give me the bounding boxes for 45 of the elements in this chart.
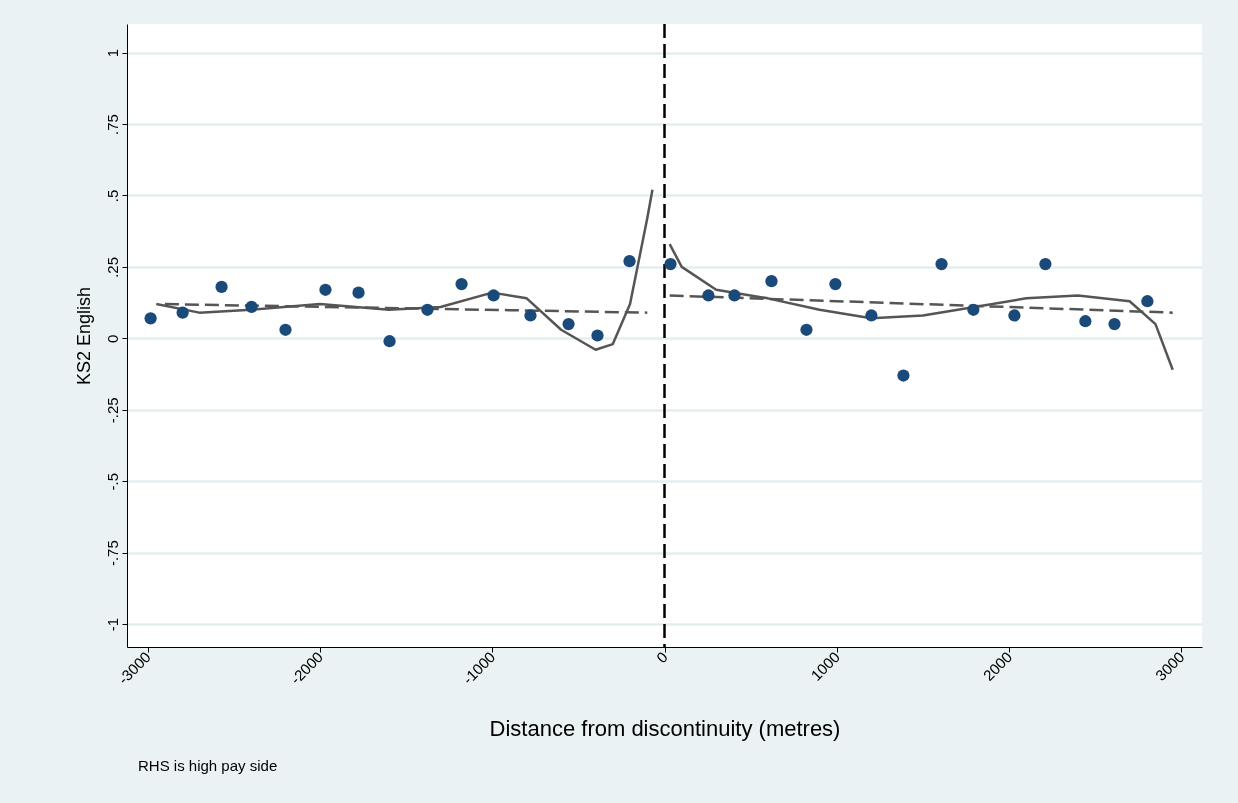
text: RHS is high pay side [138, 757, 278, 774]
y-tick-label: -.25 [103, 397, 121, 424]
y-tick-label: .75 [103, 114, 121, 135]
point [524, 309, 537, 322]
point [865, 309, 878, 322]
line-series [155, 188, 654, 352]
point [800, 323, 813, 336]
point [1141, 295, 1154, 308]
point [591, 329, 604, 342]
point [728, 289, 741, 302]
point [176, 306, 189, 319]
point [279, 323, 292, 336]
point [352, 286, 365, 299]
point [562, 317, 575, 331]
point [1008, 309, 1021, 322]
point [383, 335, 396, 348]
y-tick-label: 0 [103, 334, 121, 344]
point [319, 283, 332, 296]
y-tick-label: -.75 [103, 540, 121, 567]
point [215, 280, 228, 294]
point [623, 255, 636, 268]
y-tick-label: 1 [103, 48, 121, 58]
point [487, 289, 500, 302]
y-tick-label: .5 [103, 189, 121, 203]
point [935, 257, 948, 271]
point [967, 303, 980, 316]
point [829, 277, 842, 291]
line-series [668, 242, 1174, 372]
y-tick-label: -1 [103, 617, 121, 632]
point [421, 303, 434, 316]
x-axis-title: Distance from discontinuity (metres) [489, 716, 841, 742]
point [245, 300, 258, 314]
x-tick-label: 0 [652, 648, 671, 667]
point [765, 275, 778, 288]
point [1039, 257, 1052, 271]
point [1108, 317, 1121, 331]
point [144, 312, 157, 325]
y-tick-label: -.5 [103, 472, 121, 491]
point [897, 369, 910, 382]
y-axis-title: KS2 English [73, 286, 94, 386]
point [664, 257, 677, 271]
point [455, 277, 468, 291]
y-tick-label: .25 [103, 256, 121, 278]
point [1079, 315, 1092, 328]
point [702, 289, 715, 302]
